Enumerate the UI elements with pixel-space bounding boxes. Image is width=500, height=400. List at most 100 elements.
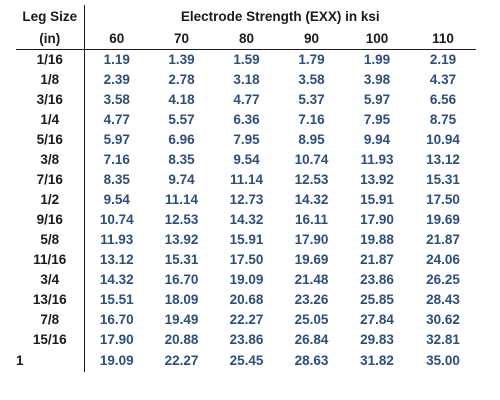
table-row: 3/4 14.32 16.70 19.09 21.48 23.86 26.25 — [16, 270, 476, 290]
strength-value-cell: 8.35 — [103, 172, 130, 187]
strength-value-cell: 28.43 — [426, 292, 460, 307]
strength-value-cell: 5.97 — [103, 132, 130, 147]
strength-value-cell: 17.90 — [360, 212, 394, 227]
strength-value-cell: 14.32 — [229, 212, 264, 227]
table-row: 15/16 17.90 20.88 23.86 26.84 29.83 32.81 — [16, 330, 476, 350]
strength-value-cell: 14.32 — [294, 192, 329, 207]
table-row: 5/16 5.97 6.96 7.95 8.95 9.94 10.94 — [16, 130, 476, 150]
strength-value-cell: 9.74 — [168, 172, 195, 187]
leg-size-cell: 1/2 — [16, 190, 85, 210]
strength-value-cell: 10.74 — [99, 212, 134, 227]
strength-value-cell: 22.27 — [164, 353, 199, 368]
table-row: 1/8 2.39 2.78 3.18 3.58 3.98 4.37 — [16, 70, 476, 90]
strength-value-cell: 22.27 — [229, 312, 264, 327]
leg-size-cell: 3/4 — [16, 270, 85, 290]
strength-value-cell: 19.09 — [229, 272, 264, 287]
leg-size-cell: 1/8 — [16, 70, 85, 90]
strength-value-cell: 19.49 — [164, 312, 199, 327]
strength-value-cell: 25.85 — [360, 292, 394, 307]
leg-size-cell: 3/16 — [16, 90, 85, 110]
strength-value-cell: 19.69 — [294, 252, 329, 267]
strength-value-cell: 2.39 — [103, 72, 130, 87]
strength-column-header: 90 — [279, 29, 344, 50]
leg-unit-header: (in) — [16, 29, 85, 50]
strength-value-cell: 6.36 — [233, 112, 260, 127]
strength-value-cell: 6.96 — [168, 132, 195, 147]
strength-value-cell: 2.78 — [168, 72, 195, 87]
strength-value-cell: 17.50 — [426, 192, 460, 207]
strength-value-cell: 10.94 — [426, 132, 460, 147]
strength-value-cell: 18.09 — [164, 292, 199, 307]
table-row: 13/16 15.51 18.09 20.68 23.26 25.85 28.43 — [16, 290, 476, 310]
strength-value-cell: 19.69 — [426, 212, 460, 227]
leg-size-cell: 1 — [16, 350, 85, 372]
leg-size-cell: 1/16 — [16, 49, 85, 70]
strength-value-cell: 20.68 — [229, 292, 264, 307]
strength-value-cell: 8.75 — [429, 112, 457, 127]
strength-value-cell: 20.88 — [164, 332, 199, 347]
strength-value-cell: 23.86 — [229, 332, 264, 347]
strength-value-cell: 21.48 — [294, 272, 329, 287]
leg-size-cell: 1/4 — [16, 110, 85, 130]
strength-value-cell: 3.18 — [233, 72, 260, 87]
strength-value-cell: 23.86 — [360, 272, 394, 287]
header-row-top: Leg Size Electrode Strength (EXX) in ksi — [16, 5, 476, 29]
leg-size-cell: 7/8 — [16, 310, 85, 330]
table-row: 1/16 1.19 1.39 1.59 1.79 1.99 2.19 — [16, 49, 476, 70]
strength-value-cell: 12.73 — [229, 192, 264, 207]
table-row: 11/16 13.12 15.31 17.50 19.69 21.87 24.06 — [16, 250, 476, 270]
leg-size-cell: 7/16 — [16, 170, 85, 190]
strength-value-cell: 13.92 — [164, 232, 199, 247]
strength-value-cell: 5.97 — [363, 92, 391, 107]
strength-value-cell: 15.31 — [164, 252, 199, 267]
table-row: 3/8 7.16 8.35 9.54 10.74 11.93 13.12 — [16, 150, 476, 170]
strength-value-cell: 35.00 — [426, 353, 460, 368]
strength-value-cell: 25.05 — [294, 312, 329, 327]
strength-value-cell: 1.99 — [363, 52, 391, 67]
strength-value-cell: 11.14 — [229, 172, 264, 187]
strength-value-cell: 9.54 — [103, 192, 130, 207]
strength-value-cell: 12.53 — [294, 172, 329, 187]
table-row: 9/16 10.74 12.53 14.32 16.11 17.90 19.69 — [16, 210, 476, 230]
header-row-sub: (in) 60 70 80 90 100 110 — [16, 29, 477, 50]
strength-value-cell: 11.93 — [100, 232, 134, 247]
strength-value-cell: 17.90 — [294, 232, 329, 247]
strength-value-cell: 3.58 — [103, 92, 130, 107]
strength-value-cell: 19.88 — [360, 232, 394, 247]
leg-size-cell: 15/16 — [16, 330, 85, 350]
strength-value-cell: 26.25 — [426, 272, 460, 287]
strength-value-cell: 21.87 — [426, 232, 460, 247]
strength-column-header: 70 — [149, 29, 214, 50]
strength-value-cell: 3.98 — [363, 72, 391, 87]
leg-size-header: Leg Size — [16, 5, 85, 29]
strength-value-cell: 28.63 — [294, 353, 329, 368]
table-row: 3/16 3.58 4.18 4.77 5.37 5.97 6.56 — [16, 90, 476, 110]
strength-value-cell: 1.79 — [298, 52, 325, 67]
strength-value-cell: 15.51 — [99, 292, 134, 307]
strength-column-header: 100 — [344, 29, 410, 50]
leg-size-cell: 11/16 — [16, 250, 85, 270]
strength-value-cell: 11.93 — [360, 152, 394, 167]
strength-value-cell: 16.11 — [294, 212, 329, 227]
table-row: 1/4 4.77 5.57 6.36 7.16 7.95 8.75 — [16, 110, 476, 130]
strength-value-cell: 27.84 — [360, 312, 394, 327]
leg-size-cell: 5/16 — [16, 130, 85, 150]
strength-value-cell: 4.77 — [103, 112, 130, 127]
strength-value-cell: 7.95 — [363, 112, 391, 127]
strength-value-cell: 24.06 — [426, 252, 460, 267]
leg-size-cell: 3/8 — [16, 150, 85, 170]
strength-value-cell: 13.92 — [360, 172, 394, 187]
weld-strength-table: Leg Size Electrode Strength (EXX) in ksi… — [16, 5, 477, 372]
strength-value-cell: 10.74 — [294, 152, 329, 167]
strength-value-cell: 4.18 — [168, 92, 195, 107]
strength-value-cell: 9.54 — [233, 152, 260, 167]
strength-value-cell: 4.37 — [429, 72, 457, 87]
strength-column-header: 110 — [410, 29, 477, 50]
strength-value-cell: 3.58 — [298, 72, 325, 87]
strength-value-cell: 26.84 — [294, 332, 329, 347]
strength-value-cell: 17.50 — [229, 252, 264, 267]
table-row: 7/16 8.35 9.74 11.14 12.53 13.92 15.31 — [16, 170, 476, 190]
leg-size-cell: 9/16 — [16, 210, 85, 230]
strength-value-cell: 15.31 — [426, 172, 460, 187]
leg-size-cell: 13/16 — [16, 290, 85, 310]
